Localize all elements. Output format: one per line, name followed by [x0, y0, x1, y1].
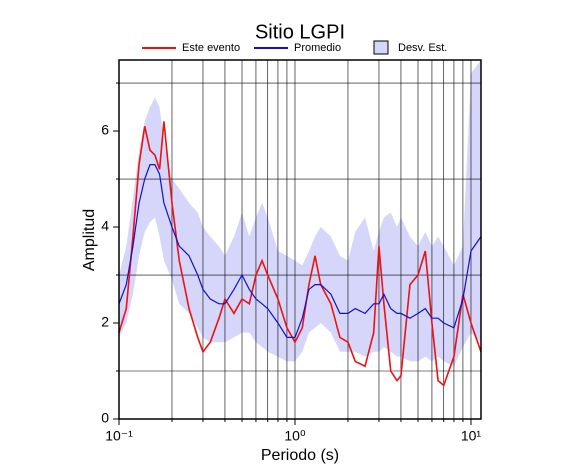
y-tick-label: 4 — [101, 218, 109, 234]
legend-label: Promedio — [294, 42, 341, 54]
series-line — [118, 121, 482, 387]
legend-label: Este evento — [182, 42, 240, 54]
legend-swatch — [373, 40, 389, 55]
x-tick-label: 10¹ — [461, 428, 482, 444]
x-tick-label: 10⁻¹ — [105, 428, 133, 444]
chart-title: Sitio LGPI — [255, 21, 345, 43]
x-axis-label: Periodo (s) — [261, 447, 339, 464]
plot-frame — [118, 59, 482, 420]
series-line — [118, 164, 482, 339]
y-tick-label: 2 — [101, 314, 109, 330]
y-tick-label: 6 — [101, 122, 109, 138]
std-band — [119, 60, 481, 367]
x-tick-label: 10⁰ — [284, 428, 306, 444]
y-axis-label: Amplitud — [81, 209, 98, 271]
legend-label: Desv. Est. — [398, 42, 447, 54]
y-tick-label: 0 — [101, 410, 109, 426]
